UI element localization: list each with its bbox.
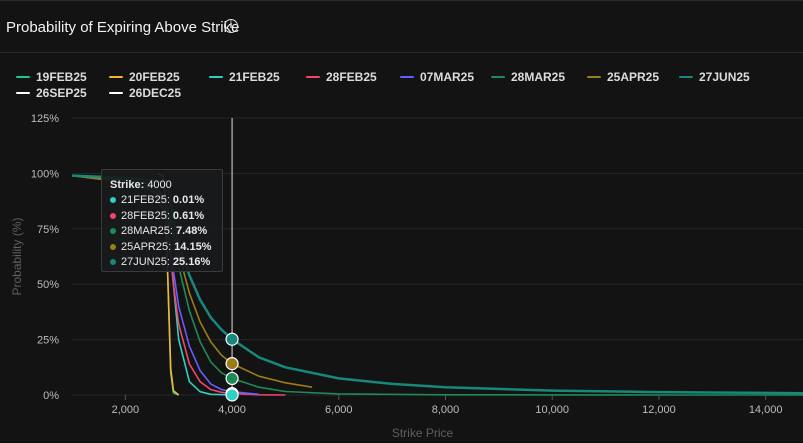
hover-marker (225, 357, 239, 371)
hover-marker (225, 388, 239, 402)
legend-item-27jun25[interactable]: 27JUN25 (679, 70, 750, 84)
tooltip-row: 25APR25: 14.15% (110, 239, 222, 255)
chart-tooltip: Strike: 4000 21FEB25: 0.01% 28FEB25: 0.61… (101, 169, 223, 272)
y-tick-label: 25% (37, 335, 59, 347)
legend-item-07mar25[interactable]: 07MAR25 (400, 70, 474, 84)
tooltip-row-value: 0.01% (172, 194, 205, 207)
legend-item-28mar25[interactable]: 28MAR25 (491, 70, 565, 84)
legend-label: 21FEB25 (229, 70, 280, 84)
tooltip-strike-label: Strike: (110, 178, 145, 191)
legend-label: 28MAR25 (511, 70, 566, 84)
legend-swatch (209, 76, 223, 78)
info-circle-icon[interactable]: i (224, 19, 238, 33)
y-axis-label: Probability (%) (10, 217, 24, 295)
tooltip-row-label: 25APR25: (121, 240, 172, 253)
legend-item-26sep25[interactable]: 26SEP25 (16, 86, 87, 100)
chart-title: Probability of Expiring Above Strike (6, 19, 240, 36)
y-tick-label: 50% (37, 279, 59, 291)
tooltip-dot (110, 212, 116, 219)
y-tick-label: 125% (31, 113, 59, 125)
x-tick-label: 14,000 (749, 404, 783, 416)
legend-item-21feb25[interactable]: 21FEB25 (209, 70, 280, 84)
x-tick-label: 2,000 (112, 404, 140, 416)
tooltip-row-label: 21FEB25: (121, 194, 170, 207)
legend-item-25apr25[interactable]: 25APR25 (587, 70, 659, 84)
x-tick-label: 12,000 (642, 404, 676, 416)
legend-swatch (679, 76, 693, 78)
legend-item-28feb25[interactable]: 28FEB25 (306, 70, 377, 84)
legend-item-19feb25[interactable]: 19FEB25 (16, 70, 87, 84)
x-axis-label: Strike Price (392, 426, 454, 440)
x-tick-label: 10,000 (535, 404, 569, 416)
legend-label: 25APR25 (607, 70, 660, 84)
x-tick-label: 4,000 (218, 404, 246, 416)
legend-label: 19FEB25 (36, 70, 87, 84)
legend-label: 28FEB25 (326, 70, 377, 84)
tooltip-row-value: 7.48% (175, 225, 208, 238)
tooltip-strike-value: 4000 (147, 178, 172, 191)
legend-swatch (16, 92, 30, 94)
legend-label: 26SEP25 (36, 86, 87, 100)
tooltip-row: 28FEB25: 0.61% (110, 208, 222, 224)
legend-item-26dec25[interactable]: 26DEC25 (109, 86, 181, 100)
legend-label: 07MAR25 (420, 70, 475, 84)
tooltip-row: 27JUN25: 25.16% (110, 255, 222, 271)
tooltip-row-value: 14.15% (174, 240, 212, 253)
legend-swatch (109, 92, 123, 94)
y-tick-label: 0% (43, 390, 59, 402)
tooltip-dot (110, 243, 116, 250)
tooltip-row-value: 25.16% (172, 256, 211, 269)
tooltip-dot (110, 259, 116, 266)
tooltip-row-label: 28FEB25: (121, 209, 170, 222)
legend-label: 26DEC25 (129, 86, 182, 100)
legend-swatch (306, 76, 320, 78)
tooltip-row: 21FEB25: 0.01% (110, 193, 222, 209)
legend-item-20feb25[interactable]: 20FEB25 (109, 70, 180, 84)
legend-swatch (400, 76, 414, 78)
x-tick-label: 8,000 (432, 404, 460, 416)
legend-swatch (491, 76, 505, 78)
tooltip-dot (110, 228, 116, 235)
legend-label: 20FEB25 (129, 70, 180, 84)
tooltip-dot (110, 197, 116, 204)
legend-swatch (587, 76, 601, 78)
legend-label: 27JUN25 (699, 70, 750, 84)
legend-swatch (109, 76, 123, 78)
legend-swatch (16, 76, 30, 78)
tooltip-row-value: 0.61% (172, 209, 205, 222)
hover-marker (225, 371, 239, 386)
tooltip-row-label: 27JUN25: (121, 256, 170, 269)
x-tick-label: 6,000 (325, 404, 353, 416)
panel-header: Probability of Expiring Above Strike i (0, 1, 803, 53)
y-tick-label: 100% (31, 168, 59, 180)
tooltip-strike: Strike: 4000 (110, 177, 222, 193)
tooltip-row: 28MAR25: 7.48% (110, 224, 222, 240)
y-tick-label: 75% (37, 224, 59, 236)
hover-marker (225, 332, 239, 346)
tooltip-row-label: 28MAR25: (121, 225, 173, 238)
